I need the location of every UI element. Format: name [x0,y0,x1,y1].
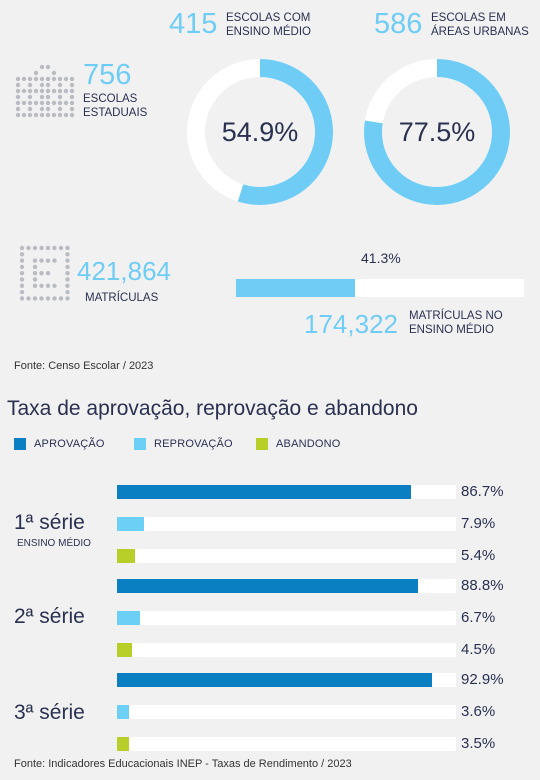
ensino-medio-label-line2: ENSINO MÉDIO [226,25,311,38]
areas-urbanas-label-line1: ESCOLAS EM [431,12,506,24]
bar-track [117,673,456,687]
escolas-estaduais-label-line2: ESTADUAIS [83,106,148,119]
matriculas-value: 421,864 [77,256,171,286]
ensino-medio-value: 415 [169,8,218,40]
bar-track [117,737,456,751]
source-bottom: Fonte: Indicadores Educacionais INEP - T… [14,758,352,770]
bar-reprovao-2 [117,611,140,625]
matriculas-em-label-line2: ENSINO MÉDIO [409,323,494,336]
bar-track [117,485,456,499]
bar-value-label: 7.9% [461,515,496,532]
legend-label: REPROVAÇÃO [154,438,233,450]
bar-aprovao-2 [117,579,419,593]
bar-track [117,579,456,593]
legend-item-abandono: ABANDONO [256,438,341,450]
legend-item-reprovacao: REPROVAÇÃO [134,438,233,450]
legend-swatch [14,438,26,450]
bar-track [117,517,456,531]
bar-aprovao-1 [117,485,411,499]
ensino-medio-ring [185,57,335,212]
matriculas-em-label-line1: MATRÍCULAS NO [409,310,503,322]
legend-label: ABANDONO [276,438,341,450]
category-label-1: 1ª série [14,511,85,534]
matriculas-em-value: 174,322 [304,309,398,339]
school-building-icon [14,63,76,119]
category-note: ENSINO MÉDIO [17,538,91,549]
ring-fill [187,59,333,205]
bar-abandono-2 [117,643,133,657]
ensino-medio-label-line1: ESCOLAS COM [226,12,311,24]
matriculas-em-bar-track [236,279,524,297]
areas-urbanas-ring [362,57,512,212]
enrollment-document-icon [18,244,72,302]
chart-title: Taxa de aprovação, reprovação e abandono [7,397,418,420]
bar-value-label: 88.8% [461,577,504,594]
areas-urbanas-label: ESCOLAS EM ÁREAS URBANAS [431,12,529,40]
legend-swatch [134,438,146,450]
legend-label: APROVAÇÃO [34,438,105,450]
areas-urbanas-label-line2: ÁREAS URBANAS [431,25,529,38]
source-top: Fonte: Censo Escolar / 2023 [14,360,154,372]
escolas-estaduais-value: 756 [83,59,132,91]
escolas-estaduais-label: ESCOLAS ESTADUAIS [83,93,147,121]
matriculas-label: MATRÍCULAS [85,292,159,304]
escolas-estaduais-label-line1: ESCOLAS [83,93,138,105]
areas-urbanas-percent: 77.5% [398,117,476,147]
bar-track [117,705,456,719]
legend-item-aprovacao: APROVAÇÃO [14,438,105,450]
matriculas-em-percent: 41.3% [361,250,401,266]
bar-value-label: 4.5% [461,641,496,658]
category-label-2: 2ª série [14,605,85,628]
legend-swatch [256,438,268,450]
bar-reprovao-1 [117,517,144,531]
bar-track [117,611,456,625]
bar-track [117,643,456,657]
bar-value-label: 92.9% [461,671,504,688]
bar-abandono-3 [117,737,129,751]
ensino-medio-percent: 54.9% [221,117,299,147]
bar-value-label: 6.7% [461,609,496,626]
bar-abandono-1 [117,549,136,563]
bar-track [117,549,456,563]
bar-aprovao-3 [117,673,432,687]
bar-value-label: 3.5% [461,735,496,752]
bar-value-label: 3.6% [461,703,496,720]
matriculas-em-label: MATRÍCULAS NO ENSINO MÉDIO [409,310,503,338]
bar-reprovao-3 [117,705,130,719]
bar-value-label: 86.7% [461,483,504,500]
bar-value-label: 5.4% [461,547,496,564]
areas-urbanas-value: 586 [374,8,423,40]
ensino-medio-label: ESCOLAS COM ENSINO MÉDIO [226,12,311,40]
matriculas-em-bar-fill [236,279,355,297]
category-label-3: 3ª série [14,701,85,724]
ring-fill [364,59,510,205]
